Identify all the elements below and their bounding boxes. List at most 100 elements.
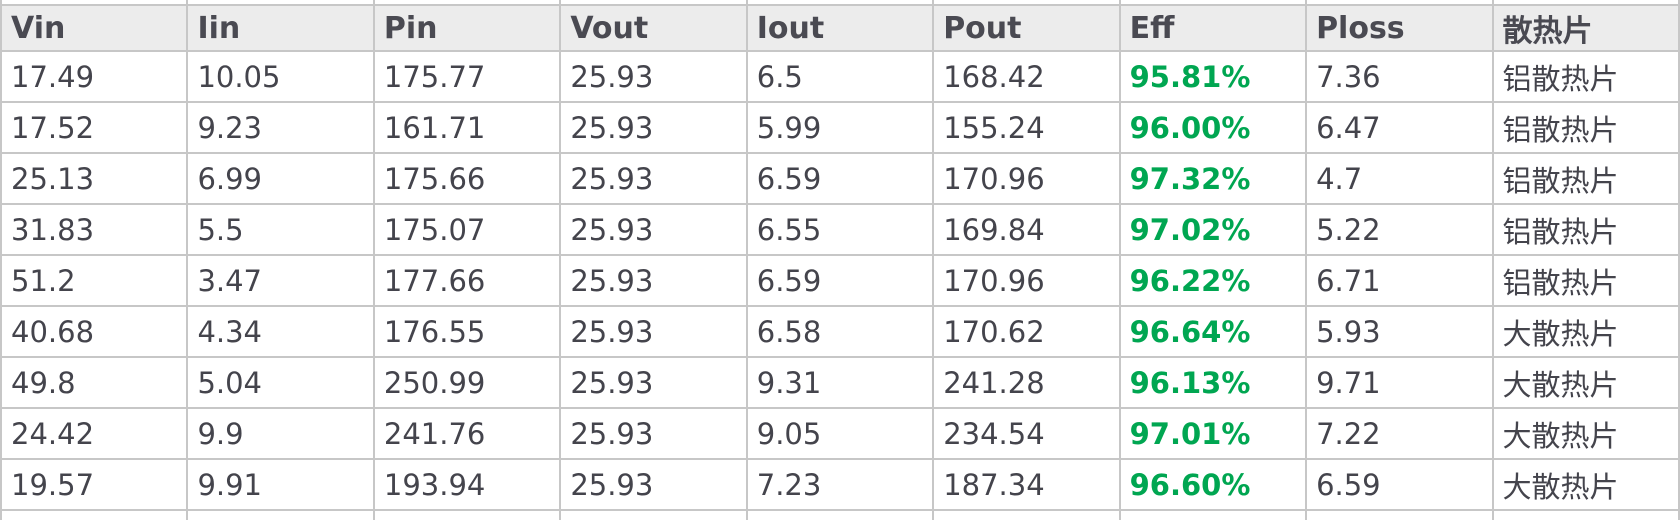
cell-ploss: 4.7	[1305, 152, 1494, 205]
cell-iin: 5.04	[186, 356, 375, 409]
cell-ploss: 6.59	[1305, 458, 1494, 511]
cell-ploss: 6.71	[1305, 254, 1494, 307]
cell-pin: 161.71	[372, 101, 562, 154]
table-row: 17.52 9.23 161.71 25.93 5.99 155.24 96.00% 6.47…	[0, 101, 1680, 154]
cell-heatsink: 铝散热片	[1491, 152, 1680, 205]
cell-vout: 25.93	[559, 254, 748, 307]
table-body: 17.49 10.05 175.77 25.93 6.5 168.42 95.81% 7.36…	[0, 50, 1680, 520]
cell-pin: 250.99	[372, 356, 562, 409]
cell-pout: 155.24	[932, 101, 1121, 154]
cell-eff: 96.22%	[1118, 254, 1308, 307]
cell-heatsink: 大散热片	[1491, 356, 1680, 409]
header-cell-vout: Vout	[559, 4, 748, 52]
cell-pin: 177.66	[372, 254, 562, 307]
cell-iout: 6.58	[745, 305, 935, 358]
cell-ploss: 5.22	[1305, 203, 1494, 256]
table-row: 24.42 9.9 241.76 25.93 9.05 234.54 97.01% 7.22 大…	[0, 407, 1680, 460]
header-cell-pin: Pin	[372, 4, 562, 52]
table-row: 17.49 10.05 175.77 25.93 6.5 168.42 95.81% 7.36…	[0, 50, 1680, 103]
header-cell-ploss: Ploss	[1305, 4, 1494, 52]
cell-heatsink: 铝散热片	[1491, 101, 1680, 154]
cell-eff: 96.64%	[1118, 305, 1308, 358]
cell-vout: 25.93	[559, 203, 748, 256]
cell-vin: 24.42	[0, 407, 189, 460]
cell-iout: 7.23	[745, 458, 935, 511]
cell-iout: 5.99	[745, 101, 935, 154]
cell-heatsink: 铝散热片	[1491, 50, 1680, 103]
cell-vout: 25.93	[559, 305, 748, 358]
header-cell-iin: Iin	[186, 4, 375, 52]
cell-eff: 95.81%	[1118, 50, 1308, 103]
cell-vout: 25.93	[559, 407, 748, 460]
cell-iin: 9.9	[186, 407, 375, 460]
cell-pin: 176.55	[372, 305, 562, 358]
table-row: 19.57 9.91 193.94 25.93 7.23 187.34 96.60% 6.59…	[0, 458, 1680, 511]
cell-iin: 6.99	[186, 152, 375, 205]
cell-pin: 175.66	[372, 152, 562, 205]
cell-ploss: 7.36	[1305, 50, 1494, 103]
partial-row-below	[0, 509, 1680, 520]
table-row: 40.68 4.34 176.55 25.93 6.58 170.62 96.64% 5.93…	[0, 305, 1680, 358]
cell-heatsink: 铝散热片	[1491, 254, 1680, 307]
table-row: 25.13 6.99 175.66 25.93 6.59 170.96 97.32% 4.7 铝…	[0, 152, 1680, 205]
cell-pin: 241.76	[372, 407, 562, 460]
cell-eff: 96.60%	[1118, 458, 1308, 511]
cell-iin: 9.91	[186, 458, 375, 511]
cell-iout: 6.59	[745, 152, 935, 205]
header-cell-vin: Vin	[0, 4, 189, 52]
header-cell-heatsink: 散热片	[1491, 4, 1680, 52]
cell-vout: 25.93	[559, 152, 748, 205]
cell-pin: 175.77	[372, 50, 562, 103]
cell-vout: 25.93	[559, 101, 748, 154]
cell-ploss: 9.71	[1305, 356, 1494, 409]
cell-heatsink: 大散热片	[1491, 305, 1680, 358]
cell-pout: 169.84	[932, 203, 1121, 256]
cell-vin: 31.83	[0, 203, 189, 256]
cell-pin: 193.94	[372, 458, 562, 511]
cell-vin: 49.8	[0, 356, 189, 409]
header-cell-pout: Pout	[932, 4, 1121, 52]
cell-vin: 17.49	[0, 50, 189, 103]
partial-row-above	[0, 0, 1680, 6]
cell-iin: 3.47	[186, 254, 375, 307]
cell-iin: 4.34	[186, 305, 375, 358]
cell-iin: 9.23	[186, 101, 375, 154]
table-row: 31.83 5.5 175.07 25.93 6.55 169.84 97.02% 5.22 铝…	[0, 203, 1680, 256]
cell-vin: 25.13	[0, 152, 189, 205]
header-row: Vin Iin Pin Vout Iout Pout Eff Ploss 散热片	[0, 4, 1680, 52]
cell-vout: 25.93	[559, 356, 748, 409]
cell-iout: 9.05	[745, 407, 935, 460]
cell-iout: 6.5	[745, 50, 935, 103]
cell-eff: 97.01%	[1118, 407, 1308, 460]
cell-pout: 170.96	[932, 152, 1121, 205]
table-row: 51.2 3.47 177.66 25.93 6.59 170.96 96.22% 6.71 铝…	[0, 254, 1680, 307]
cell-vin: 19.57	[0, 458, 189, 511]
cell-vout: 25.93	[559, 458, 748, 511]
cell-pout: 170.62	[932, 305, 1121, 358]
cell-iin: 5.5	[186, 203, 375, 256]
cell-heatsink: 大散热片	[1491, 458, 1680, 511]
cell-vin: 40.68	[0, 305, 189, 358]
header-cell-eff: Eff	[1118, 4, 1308, 52]
cell-pout: 168.42	[932, 50, 1121, 103]
cell-iout: 9.31	[745, 356, 935, 409]
cell-eff: 97.02%	[1118, 203, 1308, 256]
cell-ploss: 5.93	[1305, 305, 1494, 358]
cell-eff: 96.13%	[1118, 356, 1308, 409]
cell-pin: 175.07	[372, 203, 562, 256]
cell-vin: 51.2	[0, 254, 189, 307]
cell-ploss: 7.22	[1305, 407, 1494, 460]
cell-pout: 170.96	[932, 254, 1121, 307]
cell-eff: 97.32%	[1118, 152, 1308, 205]
cell-vout: 25.93	[559, 50, 748, 103]
cell-pout: 187.34	[932, 458, 1121, 511]
table-row: 49.8 5.04 250.99 25.93 9.31 241.28 96.13% 9.71 大…	[0, 356, 1680, 409]
cell-ploss: 6.47	[1305, 101, 1494, 154]
cell-iin: 10.05	[186, 50, 375, 103]
cell-heatsink: 大散热片	[1491, 407, 1680, 460]
cell-pout: 234.54	[932, 407, 1121, 460]
cell-pout: 241.28	[932, 356, 1121, 409]
cell-vin: 17.52	[0, 101, 189, 154]
